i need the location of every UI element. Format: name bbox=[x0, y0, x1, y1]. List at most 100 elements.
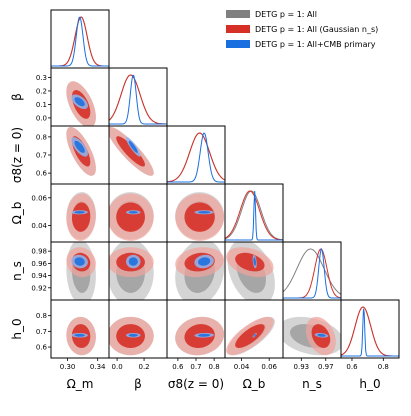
ytick-label-beta: 0.2 bbox=[36, 87, 47, 95]
panel-ob-ns bbox=[226, 242, 275, 300]
panel-om-ns bbox=[66, 242, 96, 300]
ytick-label-h0: 0.8 bbox=[36, 312, 47, 320]
y-axis-label-s8: σ8(z = 0) bbox=[10, 127, 24, 183]
contour-68-om-h0-series-2 bbox=[74, 333, 85, 337]
xtick-label-ns: 0.97 bbox=[318, 363, 334, 371]
ytick-label-s8: 0.7 bbox=[36, 152, 47, 160]
marginal-curve-ns-series-1 bbox=[283, 248, 341, 299]
contour-68-beta-s8-series-1 bbox=[116, 136, 145, 167]
xtick-label-om: 0.34 bbox=[90, 363, 106, 371]
panel-frame-beta-beta bbox=[108, 67, 168, 127]
marginal-curve-ns-series-0 bbox=[283, 248, 341, 295]
legend-label-series-0: DETG p = 1: All bbox=[255, 10, 317, 19]
contour-68-om-beta-series-2 bbox=[74, 97, 85, 107]
marginal-curve-om-series-0 bbox=[51, 16, 109, 67]
xtick-label-s8: 0.8 bbox=[209, 363, 220, 371]
legend-swatch-series-2 bbox=[226, 40, 250, 48]
marginal-curve-h0-series-2 bbox=[341, 308, 399, 357]
xtick-label-ns: 0.93 bbox=[294, 363, 310, 371]
panel-om-h0 bbox=[66, 316, 96, 356]
ytick-label-beta: 0.0 bbox=[36, 114, 47, 122]
marginal-curve-h0-series-0 bbox=[341, 306, 399, 357]
panel-s8-s8 bbox=[167, 132, 225, 183]
panel-beta-beta bbox=[109, 74, 167, 125]
marginal-curve-s8-series-2 bbox=[167, 132, 225, 183]
marginal-curve-beta-series-0 bbox=[109, 74, 167, 125]
contour-68-beta-h0-series-2 bbox=[128, 333, 138, 337]
marginal-curve-beta-series-1 bbox=[109, 74, 167, 125]
x-axis-label-ns: n_s bbox=[302, 377, 322, 391]
ytick-label-ob: 0.06 bbox=[31, 194, 47, 202]
contour-68-ob-h0-series-1 bbox=[235, 324, 265, 348]
xtick-label-ob: 0.06 bbox=[261, 363, 277, 371]
contour-68-beta-ob-series-1 bbox=[116, 202, 145, 232]
ytick-label-ns: 0.94 bbox=[31, 272, 47, 280]
panel-h0-h0 bbox=[341, 306, 399, 357]
marginal-curve-ns-series-2 bbox=[283, 247, 341, 299]
panel-s8-h0 bbox=[175, 316, 225, 356]
panel-om-om bbox=[51, 16, 109, 67]
x-axis-label-om: Ω_m bbox=[67, 377, 94, 391]
panel-ob-h0 bbox=[226, 316, 275, 356]
marginal-curve-ob-series-0 bbox=[225, 190, 283, 241]
ytick-label-h0: 0.7 bbox=[36, 328, 47, 336]
y-axis-label-beta: β bbox=[10, 93, 24, 101]
contour-68-beta-ns-series-2 bbox=[128, 257, 138, 266]
panel-om-s8 bbox=[66, 126, 96, 176]
legend-label-series-1: DETG p = 1: All (Gaussian n_s) bbox=[255, 25, 378, 34]
ytick-label-beta: 0.1 bbox=[36, 101, 47, 109]
contour-68-beta-ob-series-2 bbox=[128, 211, 138, 214]
legend-label-series-2: DETG p = 1: All+CMB primary bbox=[255, 40, 376, 49]
legend-swatch-series-1 bbox=[226, 25, 250, 33]
legend-swatch-series-0 bbox=[226, 10, 250, 18]
panel-beta-ob bbox=[109, 192, 154, 241]
panel-s8-ob bbox=[175, 192, 225, 241]
y-axis-label-h0: h_0 bbox=[10, 318, 24, 339]
ytick-label-s8: 0.6 bbox=[36, 170, 48, 178]
xtick-label-h0: 0.8 bbox=[378, 363, 389, 371]
contour-68-beta-s8-series-2 bbox=[128, 140, 138, 153]
contour-68-s8-ob-series-2 bbox=[198, 211, 211, 214]
ytick-label-ns: 0.92 bbox=[31, 284, 47, 292]
contour-68-s8-ob-series-1 bbox=[184, 202, 215, 232]
xtick-label-h0: 0.6 bbox=[346, 363, 358, 371]
xtick-label-s8: 0.6 bbox=[172, 363, 184, 371]
x-axis-label-ob: Ω_b bbox=[243, 377, 266, 391]
ytick-label-beta: 0.3 bbox=[36, 74, 47, 82]
contour-68-ob-ns-series-2 bbox=[253, 257, 256, 266]
contour-68-om-ob-series-2 bbox=[74, 211, 85, 214]
xtick-label-ob: 0.04 bbox=[234, 363, 250, 371]
panel-ns-h0 bbox=[283, 316, 341, 356]
marginal-curve-s8-series-1 bbox=[167, 132, 225, 183]
panel-beta-h0 bbox=[109, 316, 154, 356]
xtick-label-beta: 0.2 bbox=[138, 363, 149, 371]
contour-68-ns-h0-series-2 bbox=[317, 333, 326, 337]
ytick-label-ns: 0.98 bbox=[31, 248, 47, 256]
panel-frame-h0-h0 bbox=[340, 299, 400, 359]
panel-frame-ns-ns bbox=[282, 241, 342, 301]
x-axis-label-h0: h_0 bbox=[359, 377, 380, 391]
panel-om-beta bbox=[66, 81, 96, 126]
panel-s8-ns bbox=[175, 242, 225, 300]
panel-ob-ob bbox=[225, 190, 283, 241]
panel-beta-s8 bbox=[109, 126, 154, 176]
marginal-curve-ob-series-1 bbox=[225, 190, 283, 241]
ytick-label-ns: 0.96 bbox=[31, 260, 47, 268]
contour-68-om-ob-series-1 bbox=[71, 202, 91, 232]
panel-om-ob bbox=[66, 192, 96, 241]
contour-68-s8-ns-series-2 bbox=[198, 257, 211, 266]
contour-68-s8-h0-series-2 bbox=[198, 333, 211, 337]
marginal-curve-om-series-2 bbox=[51, 16, 109, 67]
marginal-curve-h0-series-1 bbox=[341, 306, 399, 357]
contour-68-ob-h0-series-2 bbox=[253, 333, 256, 337]
x-axis-label-beta: β bbox=[134, 377, 142, 391]
marginal-curve-beta-series-2 bbox=[109, 74, 167, 125]
contour-68-om-ns-series-2 bbox=[74, 257, 85, 266]
xtick-label-beta: 0.0 bbox=[112, 363, 123, 371]
ytick-label-h0: 0.6 bbox=[36, 344, 48, 352]
marginal-curve-om-series-1 bbox=[51, 16, 109, 67]
y-axis-label-ns: n_s bbox=[10, 261, 24, 281]
panel-beta-ns bbox=[109, 242, 154, 300]
